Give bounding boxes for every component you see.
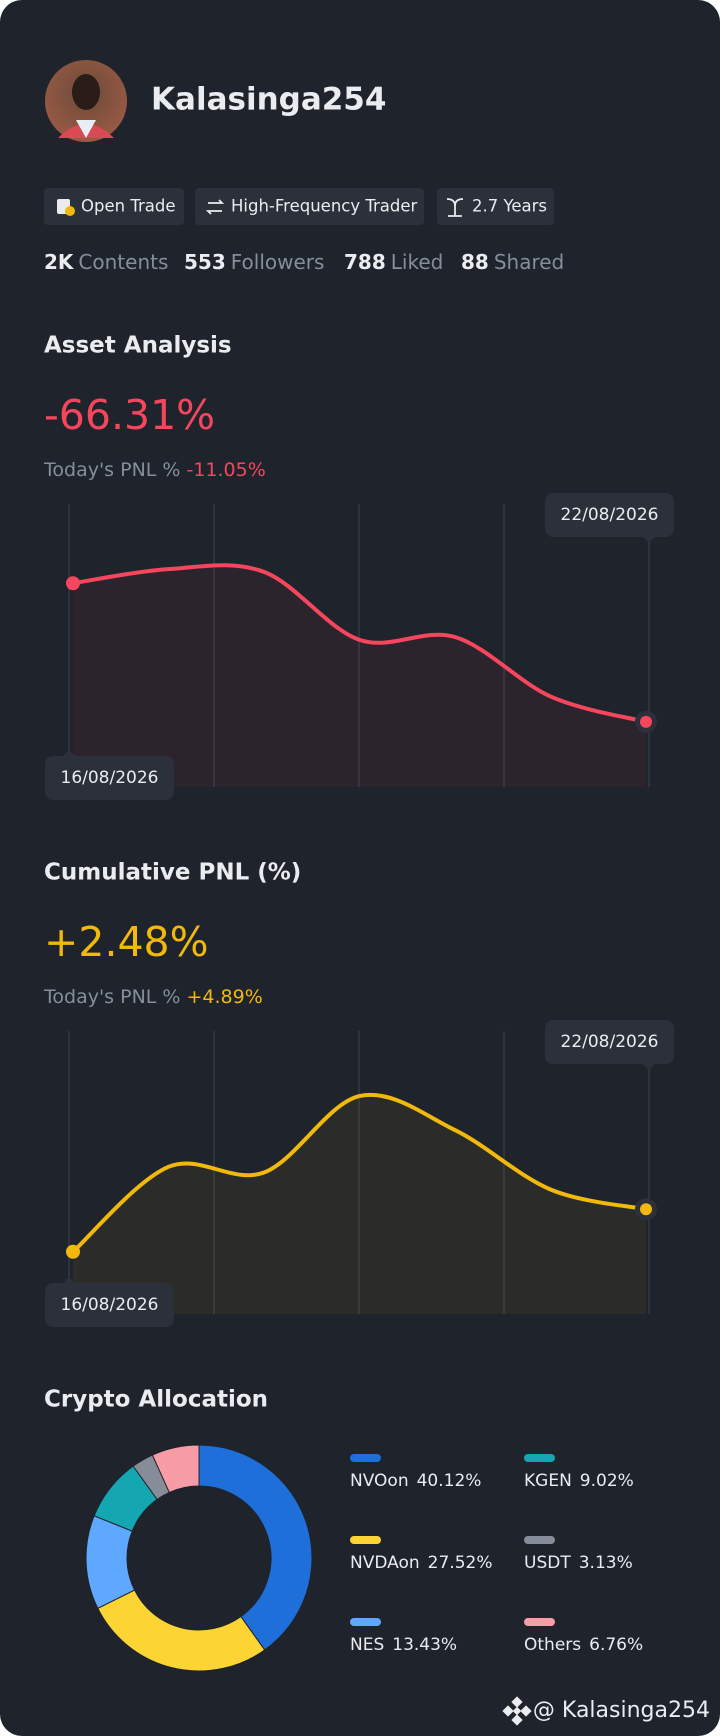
stat-value: 553 [184,250,226,274]
legend-name: NES [350,1635,384,1655]
legend-name: NVOon [350,1471,409,1491]
tag-bg [437,188,554,225]
end-dot [640,715,652,728]
legend-value: 9.02% [580,1471,634,1491]
end-date: 22/08/2026 [561,505,659,525]
legend-value: 3.13% [579,1553,633,1573]
username: Kalasinga254 [151,82,386,118]
tag: 2.7 Years [472,197,547,216]
stat-value: 88 [461,250,489,274]
end-date: 22/08/2026 [561,1032,659,1052]
avatar [45,60,127,142]
legend-value: 40.12% [417,1471,482,1491]
end-dot [640,1203,652,1216]
legend-name: NVDAon [350,1553,420,1573]
tag: High-Frequency Trader [231,197,418,216]
section-title: Asset Analysis [44,333,232,359]
tag-icon [446,198,464,217]
stat: 2K Contents [44,250,168,274]
today-value: +4.89% [186,986,262,1008]
badge-pointer [643,537,655,543]
tag-bg [195,188,424,225]
legend-entry: USDT 3.13% [524,1553,633,1573]
legend-entry: NES 13.43% [350,1635,457,1655]
legend-swatch [524,1536,555,1544]
date-badge [545,493,674,537]
stat: 88 Shared [461,250,564,274]
area [73,1094,646,1314]
today-label: Today's PNL % [43,986,180,1008]
tag-bg [44,188,184,225]
tag-icon [205,199,225,215]
start-dot [66,1244,80,1259]
legend-name: Others [524,1635,581,1655]
donut-slice [97,1589,266,1672]
section-title: Crypto Allocation [44,1387,268,1413]
start-date: 16/08/2026 [61,1295,159,1315]
headline-value: +2.48% [44,918,209,966]
headline-value: -66.31% [44,391,215,439]
legend-swatch [350,1454,381,1462]
legend-entry: NVOon 40.12% [350,1471,481,1491]
today-pnl: Today's PNL % +4.89% [43,986,263,1008]
stat-value: 2K [44,250,75,274]
legend-swatch [524,1618,555,1626]
date-badge [545,1020,674,1064]
today-label: Today's PNL % [43,459,180,481]
watermark: @ Kalasinga254 [533,1698,710,1723]
badge-pointer [63,750,75,756]
legend-name: USDT [524,1553,571,1573]
start-date: 16/08/2026 [61,768,159,788]
line [71,1092,647,1254]
line [72,563,647,724]
legend-name: KGEN [524,1471,572,1491]
legend-swatch [350,1618,381,1626]
today-value: -11.05% [186,459,265,481]
today-pnl: Today's PNL % -11.05% [43,459,266,481]
legend-swatch [350,1536,381,1544]
legend-swatch [524,1454,555,1462]
stat: 553 Followers [184,250,324,274]
legend-entry: KGEN 9.02% [524,1471,634,1491]
legend-value: 13.43% [392,1635,457,1655]
legend-value: 6.76% [589,1635,643,1655]
date-badge [45,1283,174,1327]
stat-label: Shared [494,250,564,274]
stat-label: Contents [78,250,168,274]
section-title: Cumulative PNL (%) [44,860,301,886]
legend-entry: NVDAon 27.52% [350,1553,492,1573]
stat-label: Followers [231,250,325,274]
legend-entry: Others 6.76% [524,1635,643,1655]
date-badge [45,756,174,800]
tag-icon [65,206,75,216]
start-dot [66,576,80,591]
stat: 788 Liked [344,250,443,274]
donut-slice [198,1444,313,1651]
badge-pointer [643,1064,655,1070]
tag: Open Trade [81,197,176,216]
donut-slice [151,1444,200,1494]
legend-value: 27.52% [428,1553,493,1573]
badge-pointer [63,1277,75,1283]
area [73,565,646,787]
stat-label: Liked [391,250,444,274]
stat-value: 788 [344,250,386,274]
